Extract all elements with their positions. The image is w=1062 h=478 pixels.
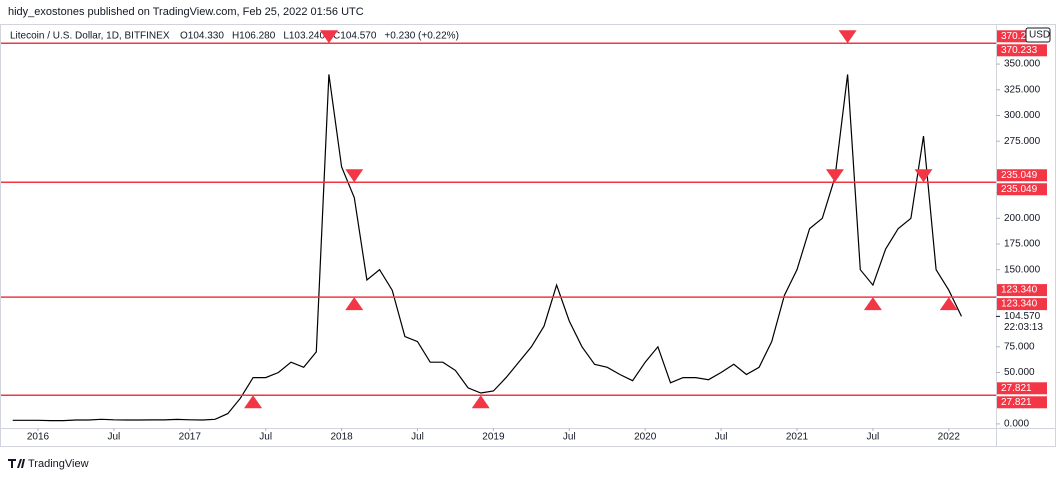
signal-triangle xyxy=(345,297,364,311)
x-tick-label: 2016 xyxy=(27,432,50,443)
signal-triangle xyxy=(471,395,490,409)
level-price-box xyxy=(997,183,1047,196)
x-tick-label: Jul xyxy=(411,432,424,443)
x-tick-label: 2020 xyxy=(634,432,657,443)
signal-triangle xyxy=(838,30,857,44)
y-tick-label: 175.000 xyxy=(1004,239,1041,250)
level-price-box xyxy=(997,298,1047,311)
ohlc-value: O104.330 xyxy=(180,31,224,42)
x-tick-label: Jul xyxy=(108,432,121,443)
ohlc-value: +0.230 (+0.22%) xyxy=(384,31,459,42)
y-tick-label: 275.000 xyxy=(1004,136,1041,147)
footer-text: TradingView xyxy=(28,458,89,470)
y-tick-label: 0.000 xyxy=(1004,419,1029,430)
level-price-label: 27.821 xyxy=(1001,397,1032,408)
signal-triangle xyxy=(319,30,338,44)
ohlc-value: L103.240 xyxy=(283,31,325,42)
x-tick-label: Jul xyxy=(259,432,272,443)
level-price-label: 123.340 xyxy=(1001,285,1038,296)
signal-triangle xyxy=(939,297,958,311)
signal-triangle xyxy=(825,169,844,183)
signal-triangle xyxy=(914,169,933,183)
currency: USD xyxy=(1029,30,1050,41)
x-tick-label: 2019 xyxy=(482,432,505,443)
y-tick-label: 325.000 xyxy=(1004,84,1041,95)
countdown: 22:03:13 xyxy=(1004,322,1043,333)
currency-box xyxy=(1025,27,1051,43)
signal-triangle xyxy=(863,297,882,311)
x-tick-label: Jul xyxy=(867,432,880,443)
x-tick-label: 2022 xyxy=(938,432,961,443)
level-price-label: 27.821 xyxy=(1001,383,1032,394)
y-tick-label: 50.000 xyxy=(1004,367,1035,378)
y-tick-label: 350.000 xyxy=(1004,59,1041,70)
x-tick-label: 2017 xyxy=(179,432,202,443)
x-tick-label: 2021 xyxy=(786,432,809,443)
level-price-box xyxy=(997,396,1047,409)
y-tick-label: 150.000 xyxy=(1004,264,1041,275)
x-tick-label: Jul xyxy=(715,432,728,443)
x-tick-label: 2018 xyxy=(330,432,353,443)
level-price-box xyxy=(997,284,1047,297)
logo-mark xyxy=(8,459,25,468)
level-price-box xyxy=(997,30,1047,43)
level-price-box xyxy=(997,44,1047,57)
y-tick-label: 200.000 xyxy=(1004,213,1041,224)
level-price-label: 235.049 xyxy=(1001,170,1038,181)
header: hidy_exostones published on TradingView.… xyxy=(8,6,364,18)
price-line xyxy=(12,74,963,422)
level-price-label: 370.233 xyxy=(1001,31,1038,42)
level-price-box xyxy=(997,382,1047,395)
level-price-box xyxy=(997,169,1047,182)
x-tick-label: Jul xyxy=(563,432,576,443)
signal-triangle xyxy=(244,395,263,409)
level-price-label: 123.340 xyxy=(1001,299,1038,310)
footer-logo: TradingView xyxy=(8,458,89,470)
ohlc-value: C104.570 xyxy=(333,31,377,42)
last-price-label: 104.570 xyxy=(1004,311,1041,322)
y-tick-label: 75.000 xyxy=(1004,341,1035,352)
signal-triangle xyxy=(345,169,364,183)
level-price-label: 370.233 xyxy=(1001,45,1038,56)
symbol-info: Litecoin / U.S. Dollar, 1D, BITFINEX xyxy=(10,31,170,42)
ohlc-value: H106.280 xyxy=(232,31,276,42)
level-price-label: 235.049 xyxy=(1001,184,1038,195)
y-tick-label: 300.000 xyxy=(1004,110,1041,121)
frame xyxy=(0,24,1056,447)
